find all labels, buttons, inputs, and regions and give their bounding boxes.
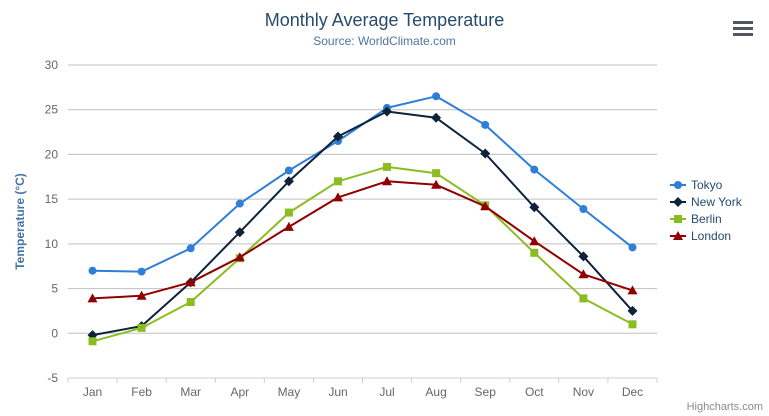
x-axis-label: Jan: [83, 385, 102, 399]
legend-label: New York: [691, 194, 742, 209]
x-axis-label: Oct: [525, 385, 544, 399]
y-axis-label: 10: [45, 237, 59, 251]
x-axis-label: Feb: [131, 385, 152, 399]
legend-item-new-york[interactable]: New York: [670, 193, 742, 210]
legend-item-london[interactable]: London: [670, 227, 742, 244]
x-axis-label: Jun: [328, 385, 347, 399]
legend-marker-icon: [670, 196, 686, 207]
y-axis-label: 0: [51, 326, 58, 340]
legend-label: Berlin: [691, 211, 722, 226]
legend-marker-icon: [670, 230, 686, 240]
legend-item-berlin[interactable]: Berlin: [670, 210, 742, 227]
x-axis-label: Sep: [475, 385, 497, 399]
y-axis-label: -5: [47, 371, 58, 385]
series-new-york[interactable]: [87, 106, 638, 341]
legend-marker-icon: [670, 214, 686, 223]
series-london[interactable]: [87, 176, 638, 303]
y-axis-label: 15: [45, 192, 59, 206]
x-axis-label: Apr: [230, 385, 249, 399]
hamburger-menu-icon: [733, 21, 753, 24]
x-axis-label: Aug: [425, 385, 446, 399]
y-axis-label: 20: [45, 147, 59, 161]
x-axis-label: Dec: [622, 385, 643, 399]
y-axis-label: 5: [51, 282, 58, 296]
legend: Tokyo New York Berlin London: [670, 176, 742, 244]
y-axis-label: 25: [45, 103, 59, 117]
legend-marker-icon: [670, 180, 686, 189]
export-menu-button[interactable]: [733, 21, 753, 37]
x-axis-label: May: [278, 385, 301, 399]
series-tokyo[interactable]: [88, 92, 637, 276]
hamburger-menu-icon: [733, 27, 753, 30]
chart-subtitle: Source: WorldClimate.com: [313, 34, 456, 48]
y-axis-title: Temperature (°C): [13, 173, 27, 270]
legend-label: Tokyo: [691, 177, 723, 192]
legend-label: London: [691, 228, 732, 243]
credits-link[interactable]: Highcharts.com: [686, 401, 763, 413]
chart-title: Monthly Average Temperature: [264, 10, 505, 30]
x-axis-label: Mar: [180, 385, 201, 399]
legend-item-tokyo[interactable]: Tokyo: [670, 176, 742, 193]
y-axis-label: 30: [45, 58, 59, 72]
hamburger-menu-icon: [733, 33, 753, 36]
x-axis-label: Nov: [573, 385, 594, 399]
x-axis-label: Jul: [379, 385, 394, 399]
